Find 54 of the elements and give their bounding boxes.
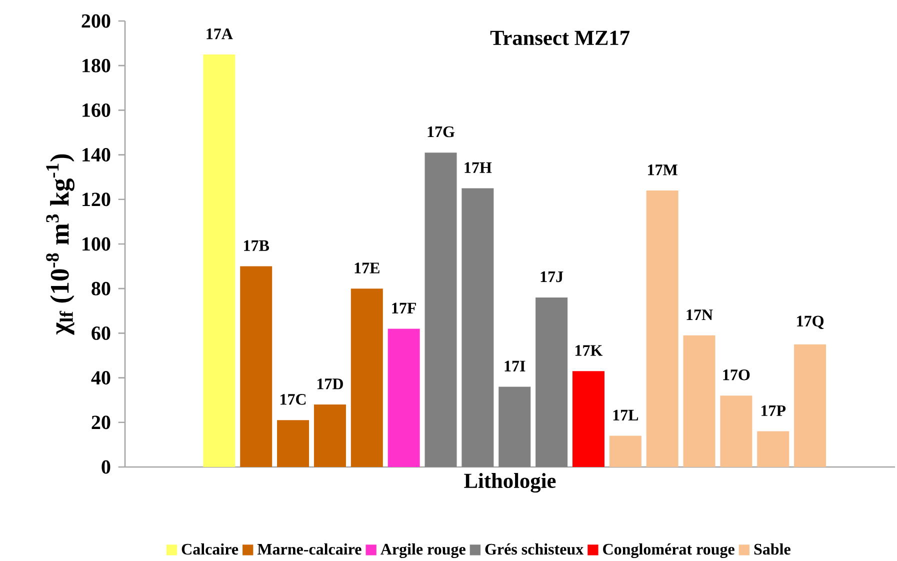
x-axis-title: Lithologie bbox=[464, 473, 556, 493]
y-tick-label: 200 bbox=[82, 14, 110, 28]
bar bbox=[203, 54, 236, 467]
x-tick-label: 17Q bbox=[797, 316, 824, 329]
bar bbox=[757, 431, 790, 467]
bar bbox=[720, 396, 752, 467]
legend-label: Grés schisteux bbox=[485, 543, 584, 555]
x-tick-label: 17J bbox=[540, 271, 564, 282]
bar bbox=[350, 288, 383, 467]
y-tick-label: 80 bbox=[92, 282, 110, 296]
y-tick-label: 160 bbox=[82, 103, 110, 117]
x-tick-label: 17A bbox=[206, 28, 233, 40]
x-tick-label: 17N bbox=[686, 309, 713, 320]
x-tick-label: 17G bbox=[428, 126, 455, 138]
legend-label: Marne-calcaire bbox=[257, 543, 362, 555]
x-tick-label: 17O bbox=[723, 369, 750, 380]
y-tick-label: 0 bbox=[102, 460, 110, 474]
bar bbox=[240, 266, 272, 467]
legend-label: Sable bbox=[754, 543, 790, 555]
x-tick-label: 17K bbox=[576, 345, 603, 356]
x-tick-label: 17D bbox=[317, 378, 343, 390]
y-tick-label: 40 bbox=[91, 371, 110, 385]
y-tick-label: 140 bbox=[82, 148, 110, 162]
x-tick-label: 17P bbox=[762, 405, 786, 416]
x-tick-label: 17E bbox=[354, 262, 380, 274]
legend-label: Conglomérat rouge bbox=[603, 543, 734, 558]
y-tick-label: 100 bbox=[82, 237, 110, 251]
bar bbox=[794, 344, 826, 467]
y-tick-label: 120 bbox=[82, 192, 110, 206]
x-tick-label: 17M bbox=[648, 164, 678, 176]
legend-label: Calcaire bbox=[182, 543, 238, 555]
bar bbox=[498, 386, 531, 467]
bar bbox=[683, 335, 716, 467]
x-tick-label: 17C bbox=[280, 394, 306, 405]
bar bbox=[572, 371, 604, 467]
y-tick-label: 20 bbox=[92, 416, 110, 430]
bar bbox=[277, 420, 310, 467]
bar bbox=[609, 436, 642, 467]
x-tick-label: 17I bbox=[504, 360, 526, 372]
x-tick-label: 17F bbox=[392, 302, 416, 314]
bar bbox=[388, 328, 420, 467]
bar bbox=[462, 188, 494, 467]
bar bbox=[536, 298, 568, 467]
bar bbox=[314, 404, 346, 467]
text: χ$_{lf}$ (10$^{-8}$ m$^{3}$ kg$^{-1}$) bbox=[46, 154, 74, 335]
y-tick-label: 180 bbox=[82, 58, 110, 72]
y-tick-label: 60 bbox=[92, 326, 110, 340]
bar bbox=[424, 152, 457, 467]
x-tick-label: 17B bbox=[244, 240, 269, 251]
chart-title: Transect MZ17 bbox=[490, 30, 630, 46]
legend-label: Argile rouge bbox=[380, 543, 466, 558]
x-tick-label: 17L bbox=[613, 410, 638, 420]
x-tick-label: 17H bbox=[464, 162, 492, 173]
bar bbox=[646, 190, 678, 467]
